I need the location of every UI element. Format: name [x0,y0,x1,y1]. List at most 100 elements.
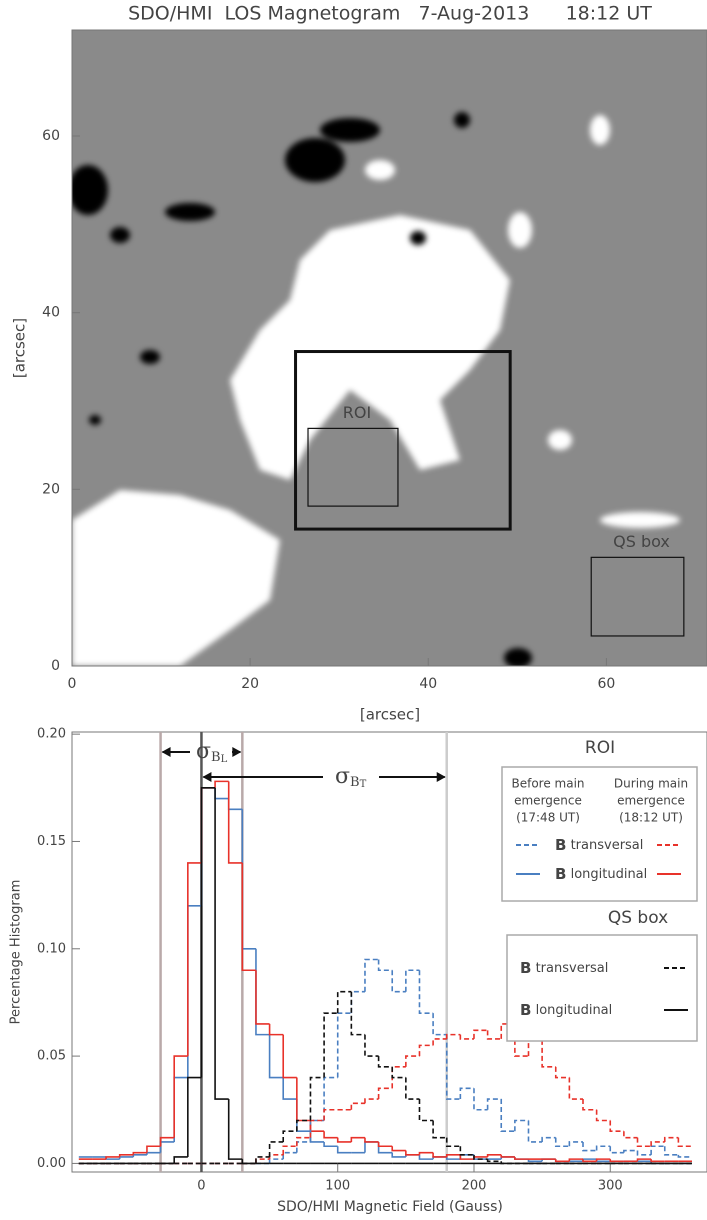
histogram-step [297,1099,311,1131]
histogram-step [161,1142,175,1153]
histogram-step [324,1013,338,1077]
figure: SDO/HMI LOS Magnetogram 7-Aug-2013 18:12… [0,0,707,1220]
histogram-step [392,970,406,991]
histogram-step [256,970,270,1024]
histogram-step [256,1157,270,1163]
legend-column-head: (17:48 UT) [516,811,580,825]
y-axis-label: Percentage Histogram [9,880,24,1025]
histogram-step [379,960,393,971]
histogram-step [433,1120,447,1137]
sigma-subsub: L [221,754,228,765]
legend-text: longitudinal [536,1003,613,1018]
histogram-step [392,1067,406,1078]
legend-label: B transversal [520,959,608,977]
y-tick-label: 60 [42,128,60,144]
histogram-step [310,1078,324,1121]
x-tick-label: 200 [462,1179,487,1194]
histogram-step [174,1157,188,1163]
sigma-label: σBL [196,739,228,765]
histogram-step [338,1138,352,1142]
histogram-step [365,960,379,992]
legend-text: transversal [536,961,609,976]
histogram-step [365,1099,379,1103]
histogram-step [229,799,243,810]
histogram-step [515,1157,529,1159]
histogram-step [460,1035,474,1039]
histogram-step [624,1151,638,1153]
y-tick-label: 0.15 [37,834,66,849]
histogram-step [556,1138,570,1147]
box-label: QS box [613,532,670,551]
histogram-step [501,1099,515,1131]
legend-box [507,935,697,1041]
histogram-step [297,1120,311,1131]
histogram-step [188,906,202,1078]
histogram-step [597,1110,611,1121]
histogram-step [324,1110,338,1121]
histogram-step [229,1099,243,1159]
histogram-step [256,949,270,1035]
histogram-step [419,1099,433,1120]
arrow-head [232,747,241,757]
legend-label: B longitudinal [520,1001,612,1019]
sigma-annotation: σBL [162,739,242,765]
histogram-step [338,1013,352,1077]
histogram-step [351,992,365,1013]
sigma-subsub: T [360,779,367,790]
histogram-step [406,970,420,991]
histogram-step [610,1159,624,1161]
histogram-step [242,809,256,949]
legend-label: B transversal [555,836,643,854]
x-tick-label: 100 [325,1179,350,1194]
x-tick-label: 60 [597,676,615,692]
histogram-step [215,788,229,799]
histogram-step [501,1155,515,1157]
histogram-step [447,1157,461,1159]
arrow-head [202,772,211,782]
histogram-step [488,1030,502,1039]
sigma-sub: B [350,775,360,790]
histogram-step [188,1078,202,1157]
legend-title: ROI [585,738,615,758]
arrow-head [162,747,171,757]
histogram-step [488,1155,502,1157]
histogram-step [201,788,215,906]
legend-column-head: Before main [511,777,584,791]
histogram-step [229,781,243,863]
histogram-step [556,1067,570,1078]
sigma-label: σBT [335,764,367,790]
histogram-step [324,1142,338,1146]
histogram-step [283,1146,297,1155]
histogram-step [351,992,365,1035]
arrow-head [437,772,446,782]
histogram-step [201,788,215,1078]
histogram-step [270,1024,284,1035]
legend-bold: B [520,959,531,977]
histogram-step [610,1146,624,1152]
legend-bold: B [555,865,566,883]
histogram-step [665,1138,679,1142]
histogram-step [351,1103,365,1109]
legend-title: QS box [608,908,668,928]
histogram-step [556,1159,570,1161]
histogram-step [283,1035,297,1078]
histogram-step [597,1146,611,1150]
histogram-step [310,1120,324,1131]
histogram-step [310,1120,324,1137]
histogram-step [583,1099,597,1110]
legend-column-head: (18:12 UT) [619,811,683,825]
histogram-step [270,1035,284,1078]
histogram-step [174,1078,188,1142]
histogram-step [610,1120,624,1131]
y-tick-label: 0.00 [37,1156,66,1171]
histogram-step [283,1131,297,1142]
histogram-step [365,1035,379,1056]
histogram-step [447,1155,461,1157]
histogram-step [310,1131,324,1142]
histogram-step [447,1035,461,1039]
histogram-step [419,1045,433,1056]
histogram-step [201,788,215,863]
histogram-step [283,1153,297,1159]
histogram-step [406,1078,420,1099]
x-axis-label: SDO/HMI Magnetic Field (Gauss) [277,1199,503,1215]
